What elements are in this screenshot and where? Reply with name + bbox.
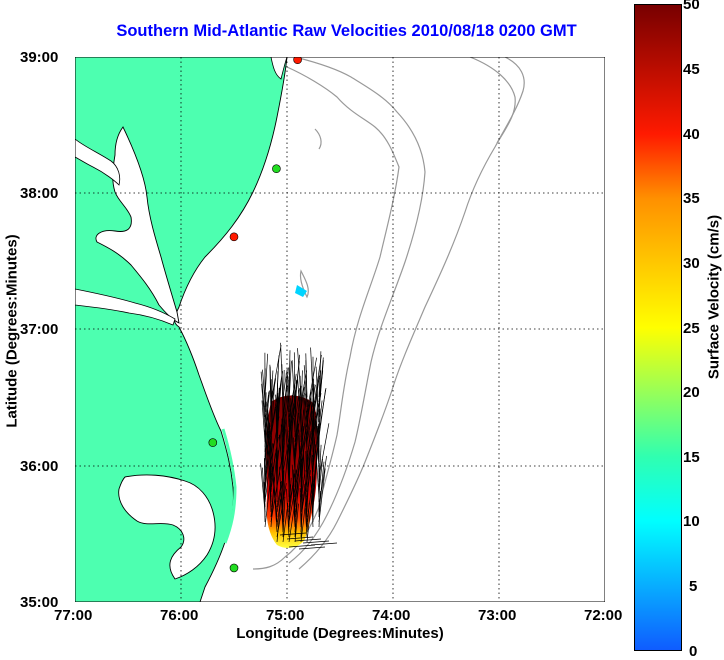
y-tick-1: 39:00 — [20, 49, 58, 66]
x-tick-6: 72:00 — [584, 607, 622, 624]
radar-site-1 — [294, 57, 302, 64]
colorbar-tick-10: 10 — [683, 513, 700, 530]
y-tick-4: 36:00 — [20, 458, 58, 475]
radar-site-2 — [272, 165, 280, 173]
x-tick-2: 76:00 — [160, 607, 198, 624]
y-tick-5: 35:00 — [20, 594, 58, 611]
shelf-break — [299, 57, 515, 569]
y-axis-label: Latitude (Degrees:Minutes) — [4, 234, 21, 427]
colorbar-tick-5: 5 — [689, 578, 697, 595]
x-tick-3: 75:00 — [266, 607, 304, 624]
slope-contour — [497, 57, 524, 143]
colorbar-label: Surface Velocity (cm/s) — [706, 215, 723, 379]
map-title: Southern Mid-Atlantic Raw Velocities 201… — [0, 22, 693, 41]
x-tick-5: 73:00 — [478, 607, 516, 624]
velocity-vector — [277, 465, 278, 502]
radar-site-3 — [230, 233, 238, 241]
colorbar-tick-0: 0 — [689, 643, 697, 660]
colorbar-tick-35: 35 — [683, 190, 700, 207]
colorbar-tick-50: 50 — [683, 0, 700, 13]
radar-site-5 — [230, 564, 238, 572]
y-tick-2: 38:00 — [20, 185, 58, 202]
colorbar-tick-20: 20 — [683, 384, 700, 401]
y-tick-3: 37:00 — [20, 321, 58, 338]
x-tick-4: 74:00 — [372, 607, 410, 624]
velocity-field — [261, 285, 337, 549]
x-axis-label: Longitude (Degrees:Minutes) — [75, 625, 605, 642]
colorbar — [634, 4, 682, 651]
radar-site-4 — [209, 439, 217, 447]
colorbar-tick-25: 25 — [683, 320, 700, 337]
velocity-vector-low — [295, 285, 307, 297]
velocity-vector — [299, 547, 325, 549]
x-tick-1: 77:00 — [54, 607, 92, 624]
colorbar-tick-45: 45 — [683, 61, 700, 78]
velocity-map — [75, 57, 605, 602]
colorbar-tick-15: 15 — [683, 449, 700, 466]
colorbar-tick-30: 30 — [683, 255, 700, 272]
colorbar-tick-40: 40 — [683, 126, 700, 143]
small-contour-2 — [315, 129, 321, 149]
